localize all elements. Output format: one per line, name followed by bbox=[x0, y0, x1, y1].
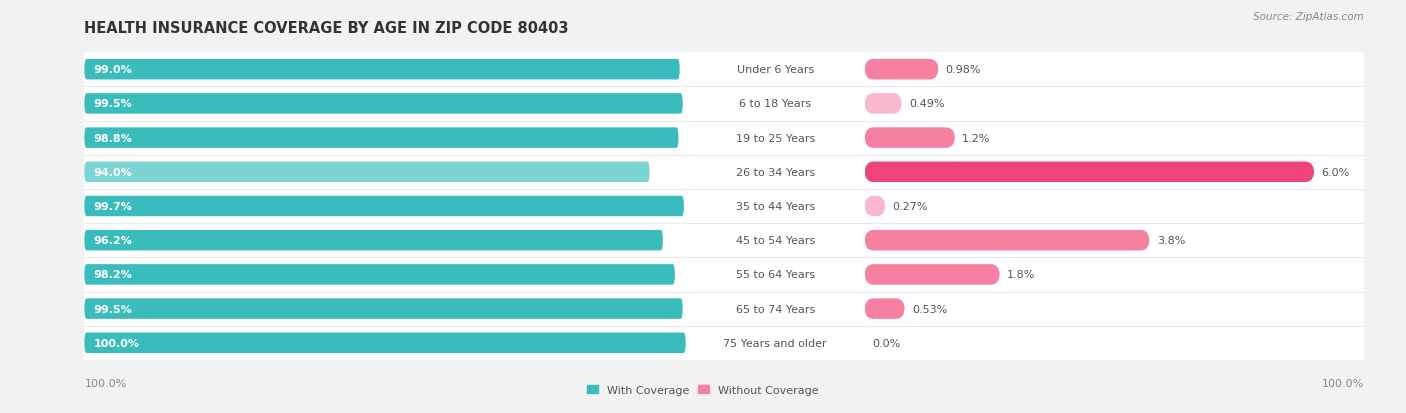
Bar bbox=[84, 223, 686, 258]
Bar bbox=[686, 155, 865, 190]
Legend: With Coverage, Without Coverage: With Coverage, Without Coverage bbox=[582, 380, 824, 399]
Bar bbox=[865, 87, 1364, 121]
Text: 26 to 34 Years: 26 to 34 Years bbox=[735, 167, 815, 177]
Text: 6.0%: 6.0% bbox=[1322, 167, 1350, 177]
Text: 0.53%: 0.53% bbox=[912, 304, 948, 314]
Text: 75 Years and older: 75 Years and older bbox=[724, 338, 827, 348]
Text: 1.2%: 1.2% bbox=[962, 133, 990, 143]
Bar bbox=[865, 121, 1364, 155]
Text: 0.27%: 0.27% bbox=[893, 202, 928, 211]
Text: 35 to 44 Years: 35 to 44 Years bbox=[735, 202, 815, 211]
Text: 3.8%: 3.8% bbox=[1157, 236, 1185, 246]
Bar bbox=[686, 292, 865, 326]
FancyBboxPatch shape bbox=[84, 333, 686, 353]
Bar bbox=[686, 87, 865, 121]
Text: 96.2%: 96.2% bbox=[93, 236, 132, 246]
Text: 100.0%: 100.0% bbox=[93, 338, 139, 348]
Text: 98.8%: 98.8% bbox=[93, 133, 132, 143]
Text: 100.0%: 100.0% bbox=[1322, 378, 1364, 388]
Text: 99.0%: 99.0% bbox=[93, 65, 132, 75]
Bar bbox=[865, 190, 1364, 223]
FancyBboxPatch shape bbox=[84, 299, 683, 319]
FancyBboxPatch shape bbox=[84, 196, 683, 217]
FancyBboxPatch shape bbox=[84, 230, 662, 251]
Bar bbox=[865, 326, 1364, 360]
FancyBboxPatch shape bbox=[84, 94, 683, 114]
FancyBboxPatch shape bbox=[865, 230, 1150, 251]
Text: 0.98%: 0.98% bbox=[946, 65, 981, 75]
Text: 100.0%: 100.0% bbox=[84, 378, 127, 388]
Text: Source: ZipAtlas.com: Source: ZipAtlas.com bbox=[1253, 12, 1364, 22]
FancyBboxPatch shape bbox=[84, 128, 679, 149]
Bar bbox=[84, 87, 686, 121]
Text: Under 6 Years: Under 6 Years bbox=[737, 65, 814, 75]
Text: 99.5%: 99.5% bbox=[93, 99, 132, 109]
Text: 98.2%: 98.2% bbox=[93, 270, 132, 280]
Bar bbox=[84, 258, 686, 292]
FancyBboxPatch shape bbox=[84, 60, 679, 80]
Text: HEALTH INSURANCE COVERAGE BY AGE IN ZIP CODE 80403: HEALTH INSURANCE COVERAGE BY AGE IN ZIP … bbox=[84, 21, 569, 36]
FancyBboxPatch shape bbox=[865, 128, 955, 149]
Bar bbox=[865, 292, 1364, 326]
Bar bbox=[686, 121, 865, 155]
FancyBboxPatch shape bbox=[865, 196, 886, 217]
Bar bbox=[84, 190, 686, 223]
Bar bbox=[865, 223, 1364, 258]
Bar bbox=[84, 155, 686, 190]
Text: 99.7%: 99.7% bbox=[93, 202, 132, 211]
Text: 6 to 18 Years: 6 to 18 Years bbox=[740, 99, 811, 109]
Bar bbox=[865, 53, 1364, 87]
Text: 19 to 25 Years: 19 to 25 Years bbox=[735, 133, 815, 143]
FancyBboxPatch shape bbox=[865, 94, 901, 114]
FancyBboxPatch shape bbox=[865, 60, 938, 80]
Text: 99.5%: 99.5% bbox=[93, 304, 132, 314]
FancyBboxPatch shape bbox=[865, 264, 1000, 285]
Bar bbox=[686, 258, 865, 292]
Bar bbox=[84, 121, 686, 155]
Text: 0.49%: 0.49% bbox=[910, 99, 945, 109]
Text: 65 to 74 Years: 65 to 74 Years bbox=[735, 304, 815, 314]
Bar bbox=[865, 155, 1364, 190]
Bar bbox=[865, 258, 1364, 292]
Bar bbox=[84, 326, 686, 360]
Bar bbox=[84, 292, 686, 326]
FancyBboxPatch shape bbox=[865, 162, 1315, 183]
Text: 0.0%: 0.0% bbox=[872, 338, 901, 348]
Text: 45 to 54 Years: 45 to 54 Years bbox=[735, 236, 815, 246]
Bar bbox=[686, 326, 865, 360]
FancyBboxPatch shape bbox=[84, 264, 675, 285]
FancyBboxPatch shape bbox=[865, 299, 904, 319]
Bar bbox=[686, 53, 865, 87]
Text: 1.8%: 1.8% bbox=[1007, 270, 1035, 280]
Bar bbox=[84, 53, 686, 87]
Bar bbox=[686, 190, 865, 223]
Bar bbox=[686, 223, 865, 258]
FancyBboxPatch shape bbox=[84, 162, 650, 183]
Text: 94.0%: 94.0% bbox=[93, 167, 132, 177]
Text: 55 to 64 Years: 55 to 64 Years bbox=[735, 270, 815, 280]
